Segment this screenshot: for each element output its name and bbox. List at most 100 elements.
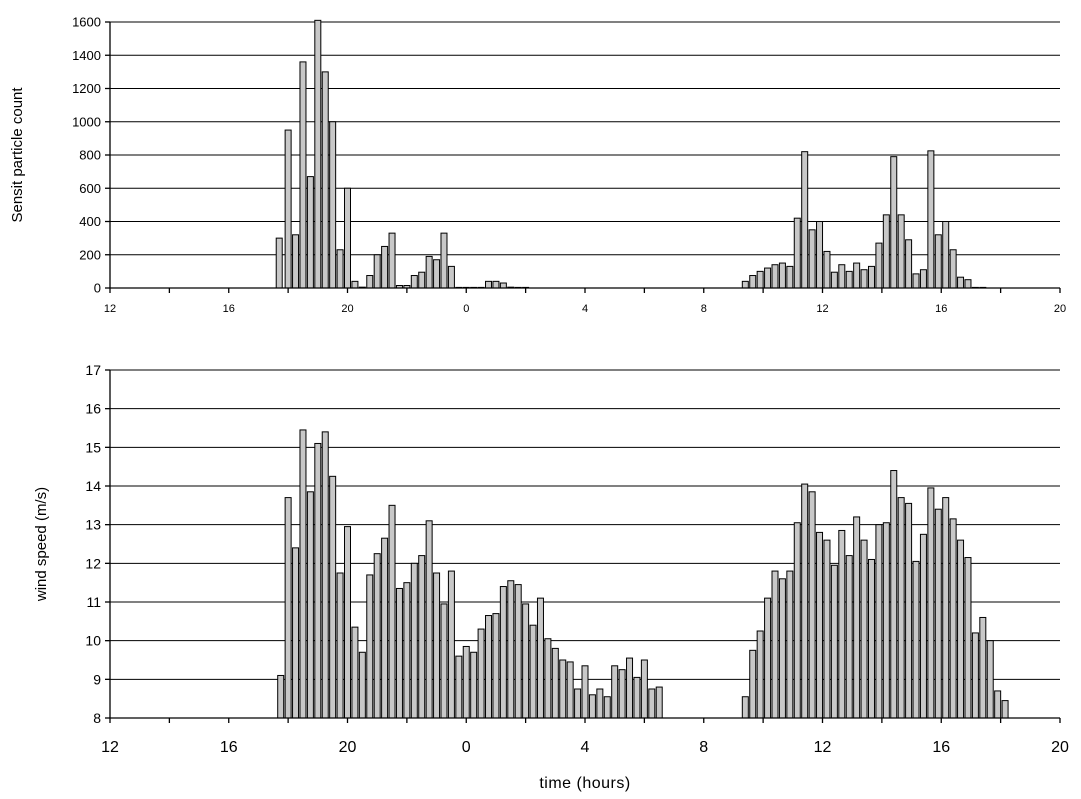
bar [418,555,426,719]
bar [403,582,411,719]
bar [388,504,396,719]
x-tick-label: 0 [462,739,471,756]
y-tick-label: 12 [85,555,101,571]
bar [418,271,426,289]
bar [410,562,418,719]
y-tick-label: 9 [93,671,101,687]
bar [801,483,809,719]
bar [860,539,868,719]
bar [823,250,831,289]
bar [942,497,950,719]
bar [499,282,507,289]
bar [853,262,861,289]
y-tick-label: 800 [79,148,101,163]
bar [994,690,1002,719]
bar [749,275,757,289]
bar [934,234,942,289]
bar [275,237,283,289]
bar [277,674,285,719]
bar [425,520,433,719]
x-tick-label: 16 [223,303,235,315]
bar [299,61,307,289]
bar [808,491,816,719]
bar [284,497,292,719]
bar [964,557,972,719]
bar [492,280,500,289]
bar [455,655,463,719]
bar [890,470,898,719]
bar [618,669,626,719]
bar [574,688,582,719]
bar [882,522,890,719]
bar [507,580,515,719]
y-tick-label: 600 [79,181,101,196]
bar [292,547,300,719]
x-tick-label: 0 [463,303,469,315]
bar [771,570,779,719]
bar [957,276,965,289]
bar [964,279,972,289]
bar [764,597,772,719]
bar [351,626,359,719]
x-tick-label: 20 [341,303,353,315]
bar [306,176,314,289]
y-tick-label: 1200 [72,81,101,96]
y-axis-label: wind speed (m/s) [33,487,50,602]
bar [499,586,507,719]
bar [433,572,441,719]
bar [611,665,619,719]
bar [771,264,779,289]
x-tick-label: 16 [220,739,238,756]
bar [934,508,942,719]
bar [485,615,493,719]
y-tick-label: 10 [85,633,101,649]
bar [778,578,786,719]
x-tick-label: 8 [699,739,708,756]
x-tick-label: 8 [701,303,707,315]
bar [425,255,433,289]
bar [838,264,846,289]
bar [633,676,641,719]
bar [373,254,381,289]
x-tick-label: 12 [814,739,832,756]
bar [882,214,890,289]
bar [344,526,351,719]
y-tick-label: 16 [85,401,101,417]
bar [292,234,300,289]
bar [912,560,920,719]
bar [1001,700,1009,719]
y-tick-label: 14 [85,478,101,494]
y-tick-label: 15 [85,439,101,455]
bar [867,265,875,289]
bar [801,151,809,289]
y-tick-label: 0 [94,281,101,296]
bar [875,242,883,289]
bar [786,570,794,719]
y-axis-label: Sensit particle count [9,87,26,223]
y-tick-label: 1600 [72,15,101,30]
bar [381,537,389,719]
bar [830,564,838,719]
bar [366,574,374,719]
bar [919,533,927,719]
bar [284,129,292,289]
bar [492,613,500,719]
bar [358,651,366,719]
bar [536,597,544,719]
bar [655,686,663,719]
bar [890,156,898,289]
y-tick-label: 11 [86,594,101,610]
bar [823,539,831,719]
bar [957,539,965,719]
bar [477,628,485,719]
bar [897,214,905,289]
bar [860,269,868,289]
bar [336,249,344,289]
bar [314,442,322,719]
x-tick-label: 16 [935,303,947,315]
x-tick-label: 4 [581,739,590,756]
bar [544,638,552,719]
bar [640,659,648,719]
bar [447,570,455,719]
